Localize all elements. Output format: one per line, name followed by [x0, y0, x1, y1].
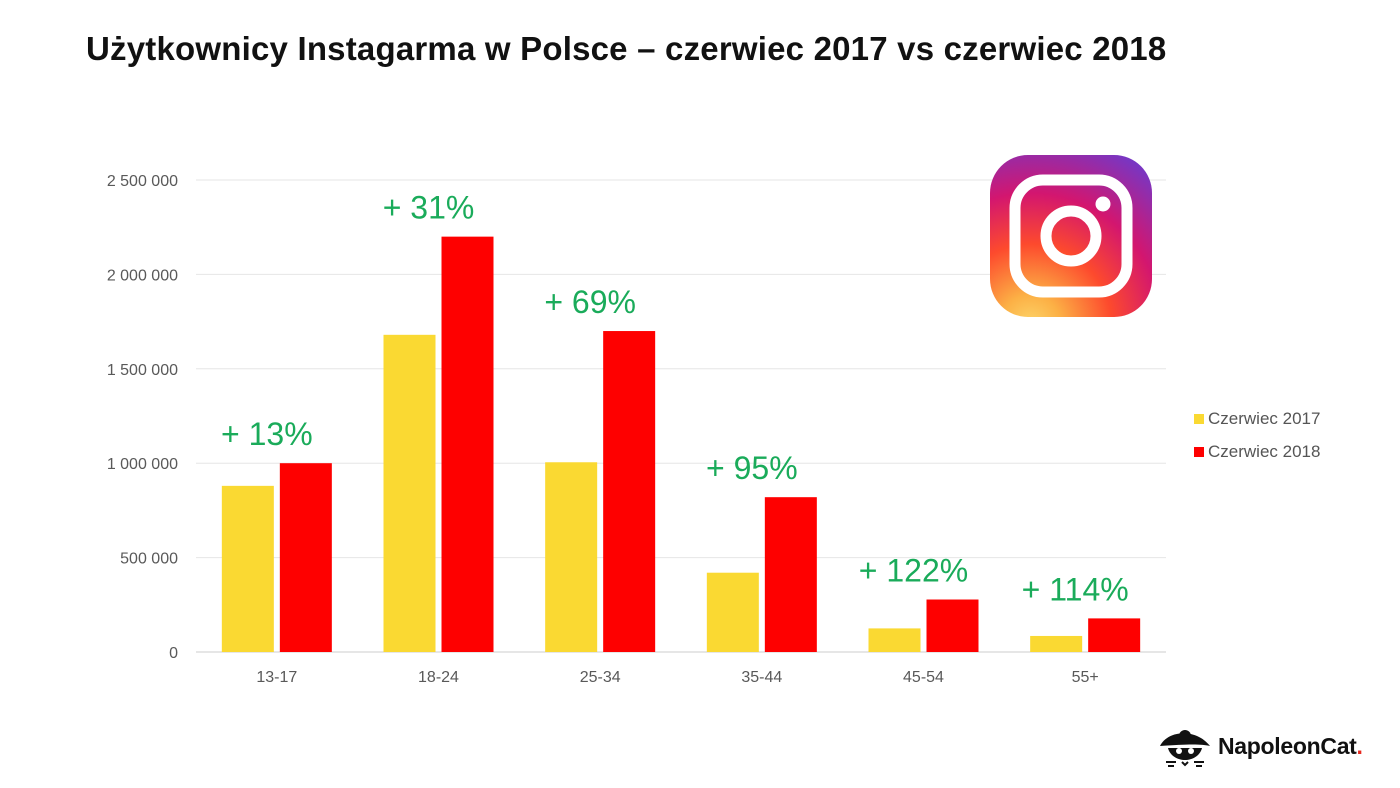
legend: Czerwiec 2017 Czerwiec 2018: [1194, 402, 1320, 468]
bar-2017-13-17: [221, 485, 274, 652]
bar-2017-18-24: [383, 334, 436, 652]
y-tick-label-4: 2 000 000: [107, 267, 178, 284]
growth-label-0: + 13%: [221, 416, 313, 452]
bar-2018-55+: [1088, 618, 1141, 652]
y-tick-label-1: 500 000: [120, 551, 178, 568]
growth-label-5: + 114%: [1022, 571, 1129, 607]
x-tick-label-0: 13-17: [256, 669, 297, 686]
x-tick-label-1: 18-24: [418, 669, 459, 686]
napoleoncat-brand: NapoleonCat.: [1158, 724, 1363, 768]
legend-label-2018: Czerwiec 2018: [1208, 441, 1321, 461]
x-tick-label-5: 55+: [1072, 669, 1099, 686]
bar-2018-45-54: [926, 599, 979, 652]
legend-item-2017: Czerwiec 2017: [1194, 402, 1320, 435]
bar-2017-35-44: [706, 572, 759, 652]
y-tick-label-0: 0: [169, 645, 178, 662]
bar-2018-18-24: [441, 236, 494, 652]
x-tick-label-4: 45-54: [903, 669, 944, 686]
y-tick-label-5: 2 500 000: [107, 173, 178, 190]
growth-label-1: + 31%: [383, 190, 475, 226]
chart-title: Użytkownicy Instagarma w Polsce – czerwi…: [86, 30, 1167, 67]
legend-item-2018: Czerwiec 2018: [1194, 435, 1320, 468]
x-tick-label-3: 35-44: [741, 669, 782, 686]
x-tick-label-2: 25-34: [580, 669, 621, 686]
growth-label-3: + 95%: [706, 450, 798, 486]
bar-2017-45-54: [868, 628, 921, 652]
bar-2018-25-34: [603, 331, 656, 652]
bar-2017-25-34: [545, 462, 598, 652]
y-tick-label-2: 1 000 000: [107, 456, 178, 473]
y-tick-label-3: 1 500 000: [107, 362, 178, 379]
bar-2018-35-44: [764, 497, 817, 652]
instagram-logo-icon: [990, 155, 1152, 317]
legend-swatch-2017: [1194, 413, 1204, 424]
napoleoncat-logo-icon: [1160, 730, 1210, 767]
legend-label-2017: Czerwiec 2017: [1208, 408, 1321, 428]
growth-label-4: + 122%: [859, 553, 968, 589]
brand-name-text: NapoleonCat: [1218, 732, 1357, 759]
legend-swatch-2018: [1194, 446, 1204, 457]
brand-dot: .: [1356, 732, 1363, 759]
brand-name: NapoleonCat.: [1218, 733, 1363, 760]
bar-2017-55+: [1030, 635, 1083, 652]
bar-2018-13-17: [279, 463, 332, 652]
growth-label-2: + 69%: [544, 284, 636, 320]
